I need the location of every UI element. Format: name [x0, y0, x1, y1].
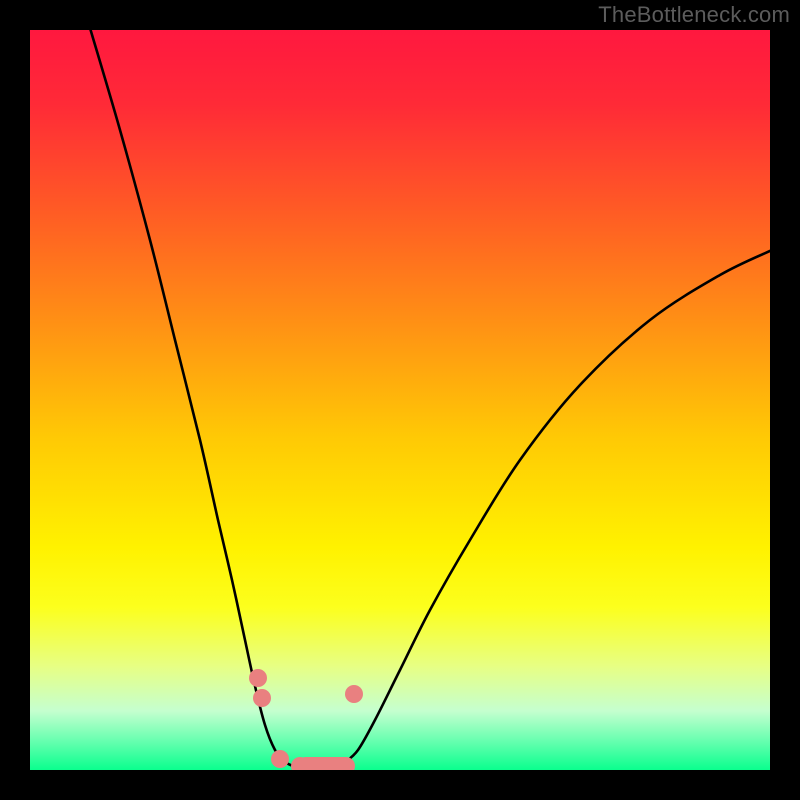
watermark-text: TheBottleneck.com — [598, 2, 790, 28]
chart-stage: TheBottleneck.com — [0, 0, 800, 800]
marker-dot — [345, 685, 363, 703]
marker-dot — [271, 750, 289, 768]
marker-dot — [249, 669, 267, 687]
gradient-plot-area — [30, 30, 770, 770]
marker-dot — [253, 689, 271, 707]
bottleneck-chart — [0, 0, 800, 800]
